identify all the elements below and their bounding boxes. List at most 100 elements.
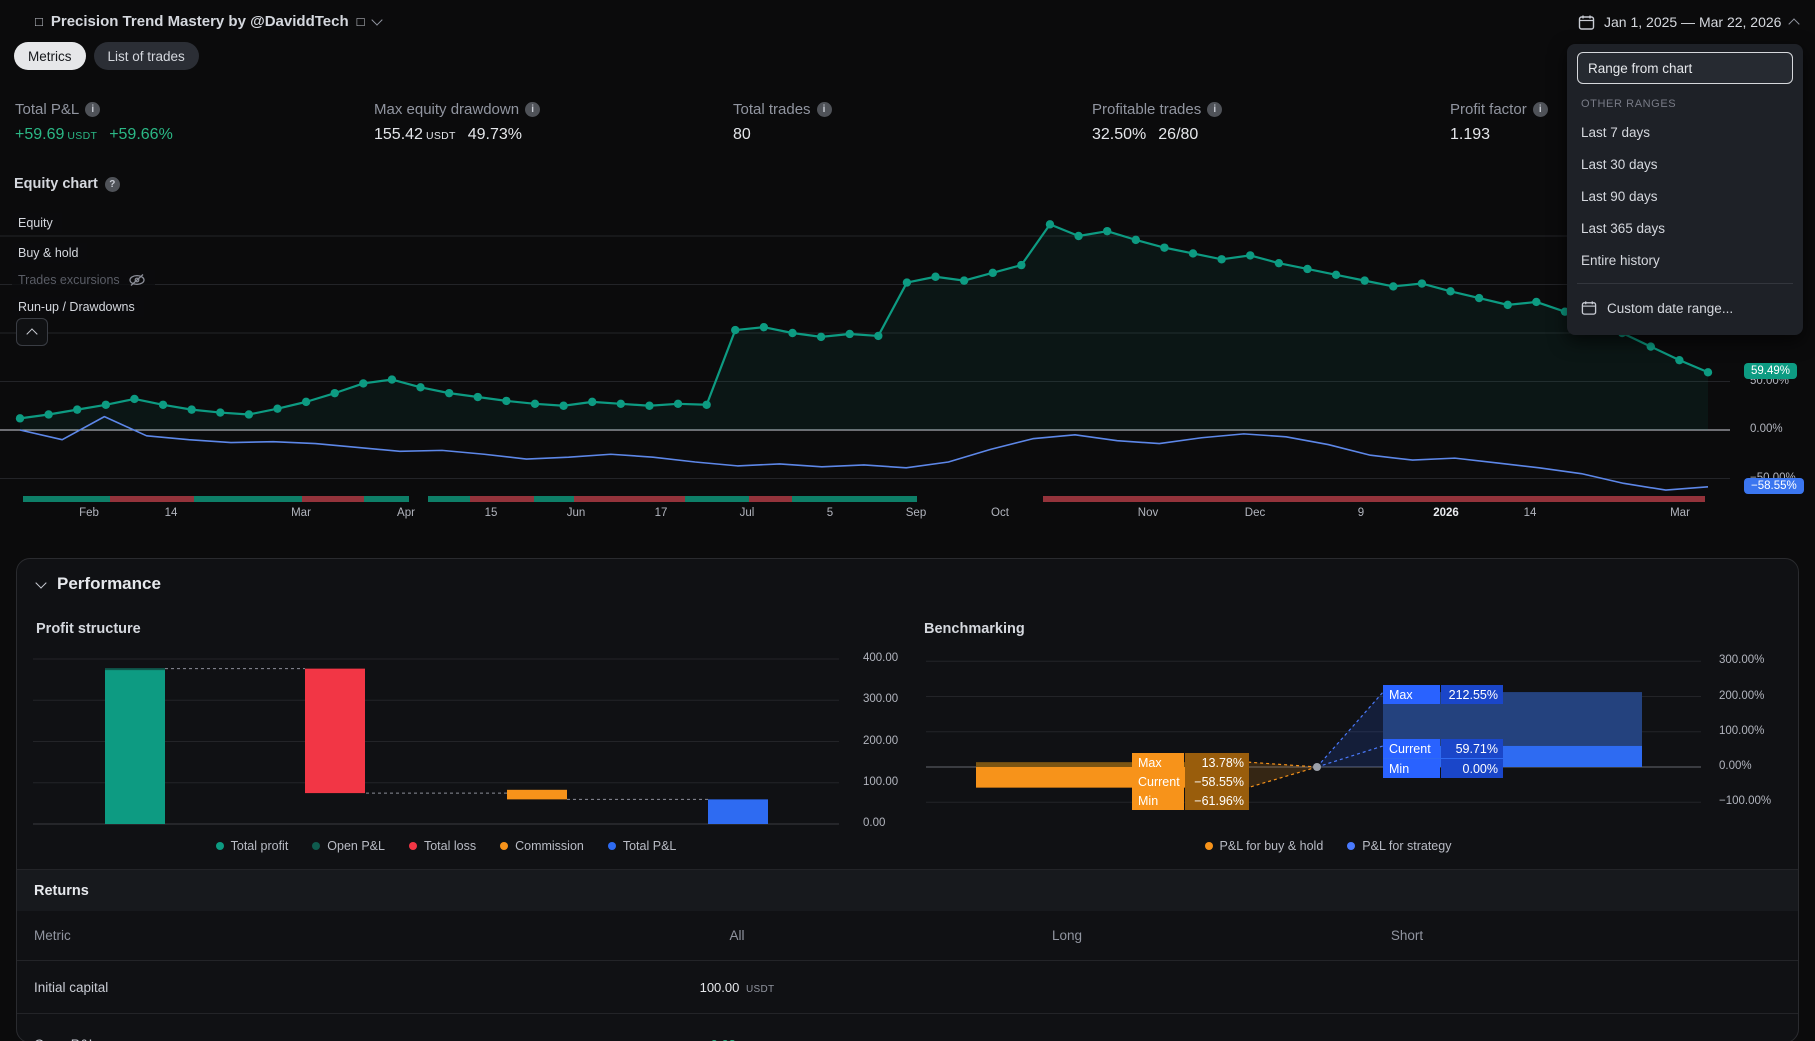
svg-text:Current: Current: [1389, 742, 1431, 756]
equity-legend-equity[interactable]: Equity: [12, 213, 62, 233]
axis-label: 300.00: [863, 693, 899, 706]
stat-max-drawdown: Max equity drawdown i 155.42 USDT 49.73%: [374, 101, 541, 144]
time-axis-label: Jun: [566, 507, 586, 519]
date-range-dropdown: Range from chart OTHER RANGES Last 7 day…: [1567, 44, 1803, 335]
help-icon[interactable]: ?: [104, 176, 120, 192]
tab-list-of-trades[interactable]: List of trades: [93, 42, 199, 70]
stat-total-trades: Total trades i 80: [733, 101, 832, 144]
axis-label: −100.00%: [1719, 795, 1772, 808]
axis-label: 0.00: [863, 817, 886, 829]
time-axis-label: 5: [826, 507, 834, 519]
time-axis-label: 14: [1523, 507, 1537, 519]
profit-structure-title: Profit structure: [36, 621, 141, 637]
table-row-open-pnl[interactable]: Open P&L +0.08 USDT: [17, 1014, 1798, 1041]
legend-label: Buy & hold: [18, 246, 79, 260]
row-unit: USDT: [745, 983, 775, 995]
performance-header[interactable]: Performance: [35, 574, 161, 594]
stat-label: Max equity drawdown: [374, 101, 520, 118]
info-icon[interactable]: i: [85, 102, 101, 117]
stat-value: 155.42: [374, 126, 423, 143]
tab-metrics[interactable]: Metrics: [14, 42, 86, 70]
legend-label: P&L for strategy: [1362, 839, 1452, 853]
legend-dot: [607, 842, 616, 850]
equity-legend-trades-excursions[interactable]: Trades excursions: [12, 270, 155, 290]
info-icon[interactable]: i: [525, 102, 541, 117]
eye-off-icon: [129, 274, 145, 286]
row-metric: Open P&L: [34, 1037, 577, 1041]
chevron-down-icon: [35, 576, 47, 589]
info-icon[interactable]: i: [1207, 102, 1223, 117]
legend-item[interactable]: P&L for buy & hold: [1204, 839, 1323, 853]
legend-dot: [312, 842, 321, 850]
row-value: 100.00: [699, 979, 740, 995]
time-axis-label: Dec: [1244, 507, 1266, 519]
equity-legend-runup-drawdowns[interactable]: Run-up / Drawdowns: [12, 297, 144, 317]
legend-item[interactable]: P&L for strategy: [1347, 839, 1451, 853]
svg-text:Max: Max: [1138, 756, 1162, 770]
axis-label: 300.00%: [1719, 654, 1765, 667]
equity-chart[interactable]: [0, 180, 1815, 505]
row-metric: Initial capital: [34, 979, 109, 995]
legend-item[interactable]: Total loss: [408, 839, 476, 853]
legend-dot: [1347, 842, 1356, 850]
legend-label: Run-up / Drawdowns: [18, 300, 135, 314]
price-badge: −58.55%: [1744, 477, 1804, 494]
tab-list-of-trades-label: List of trades: [107, 48, 185, 64]
svg-text:Min: Min: [1138, 794, 1158, 808]
svg-text:212.55%: 212.55%: [1449, 688, 1498, 702]
legend-dot: [500, 842, 509, 850]
date-range-selector[interactable]: Jan 1, 2025 — Mar 22, 2026: [1578, 9, 1801, 35]
stat-unit: USDT: [425, 130, 456, 142]
dropdown-item-label: Custom date range...: [1607, 300, 1734, 316]
axis-label: 200.00: [863, 734, 899, 747]
time-axis-label: 9: [1357, 507, 1365, 519]
table-row-initial-capital[interactable]: Initial capital 100.00 USDT: [17, 961, 1798, 1014]
time-axis-label: 17: [654, 507, 668, 519]
svg-text:Current: Current: [1138, 775, 1180, 789]
benchmarking-legend[interactable]: P&L for buy & hold P&L for strategy: [922, 839, 1734, 853]
axis-label: 100.00: [863, 775, 899, 788]
stat-value: 32.50%: [1092, 126, 1147, 143]
axis-label: 400.00: [863, 652, 899, 664]
equity-time-axis[interactable]: Feb 14 Mar Apr 15 Jun 17 Jul 5 Sep Oct Nov Dec 9 2026 1…: [0, 507, 1815, 527]
axis-label: 0.00%: [1719, 760, 1752, 772]
axis-label: 200.00%: [1719, 689, 1765, 702]
legend-item[interactable]: Total P&L: [607, 839, 677, 853]
stat-unit: USDT: [67, 130, 98, 142]
dropdown-item-label: Last 90 days: [1581, 188, 1658, 204]
dropdown-item-label: Last 365 days: [1581, 220, 1666, 236]
profit-structure-legend[interactable]: Total profit Open P&L Total loss Commission…: [31, 839, 861, 853]
legend-item[interactable]: Total profit: [215, 839, 288, 853]
row-value: +0.08: [703, 1037, 736, 1041]
equity-legend-buy-hold[interactable]: Buy & hold: [12, 243, 88, 263]
dropdown-item-last-30-days[interactable]: Last 30 days: [1577, 148, 1793, 180]
time-axis-label: Sep: [905, 507, 927, 519]
stat-extra: 26/80: [1158, 126, 1199, 143]
dropdown-item-last-90-days[interactable]: Last 90 days: [1577, 180, 1793, 212]
legend-label: Total P&L: [622, 839, 677, 853]
dropdown-item-label: Last 7 days: [1581, 124, 1651, 140]
strategy-title[interactable]: □ Precision Trend Mastery by @DaviddTech…: [35, 13, 383, 30]
dropdown-item-entire-history[interactable]: Entire history: [1577, 244, 1793, 276]
collapse-chart-button[interactable]: [16, 318, 48, 346]
stat-value: +59.69: [15, 126, 65, 143]
equity-chart-heading-label: Equity chart: [14, 176, 98, 192]
dropdown-item-last-365-days[interactable]: Last 365 days: [1577, 212, 1793, 244]
benchmarking-title: Benchmarking: [924, 621, 1025, 637]
stat-label: Profit factor: [1450, 101, 1527, 118]
dropdown-item-custom-date-range[interactable]: Custom date range...: [1577, 291, 1793, 325]
dropdown-item-last-7-days[interactable]: Last 7 days: [1577, 116, 1793, 148]
dropdown-item-range-from-chart[interactable]: Range from chart: [1577, 52, 1793, 84]
report-tabs: Metrics List of trades: [14, 42, 199, 70]
info-icon[interactable]: i: [1532, 102, 1548, 117]
chevron-down-icon[interactable]: [370, 14, 383, 26]
legend-item[interactable]: Commission: [500, 839, 584, 853]
legend-item[interactable]: Open P&L: [312, 839, 385, 853]
legend-label: Open P&L: [327, 839, 385, 853]
chevron-up-icon: [26, 328, 38, 340]
legend-label: Commission: [515, 839, 584, 853]
stat-profitable-trades: Profitable trades i 32.50% 26/80: [1092, 101, 1223, 144]
stat-label: Total trades: [733, 101, 811, 118]
info-icon[interactable]: i: [816, 102, 832, 117]
